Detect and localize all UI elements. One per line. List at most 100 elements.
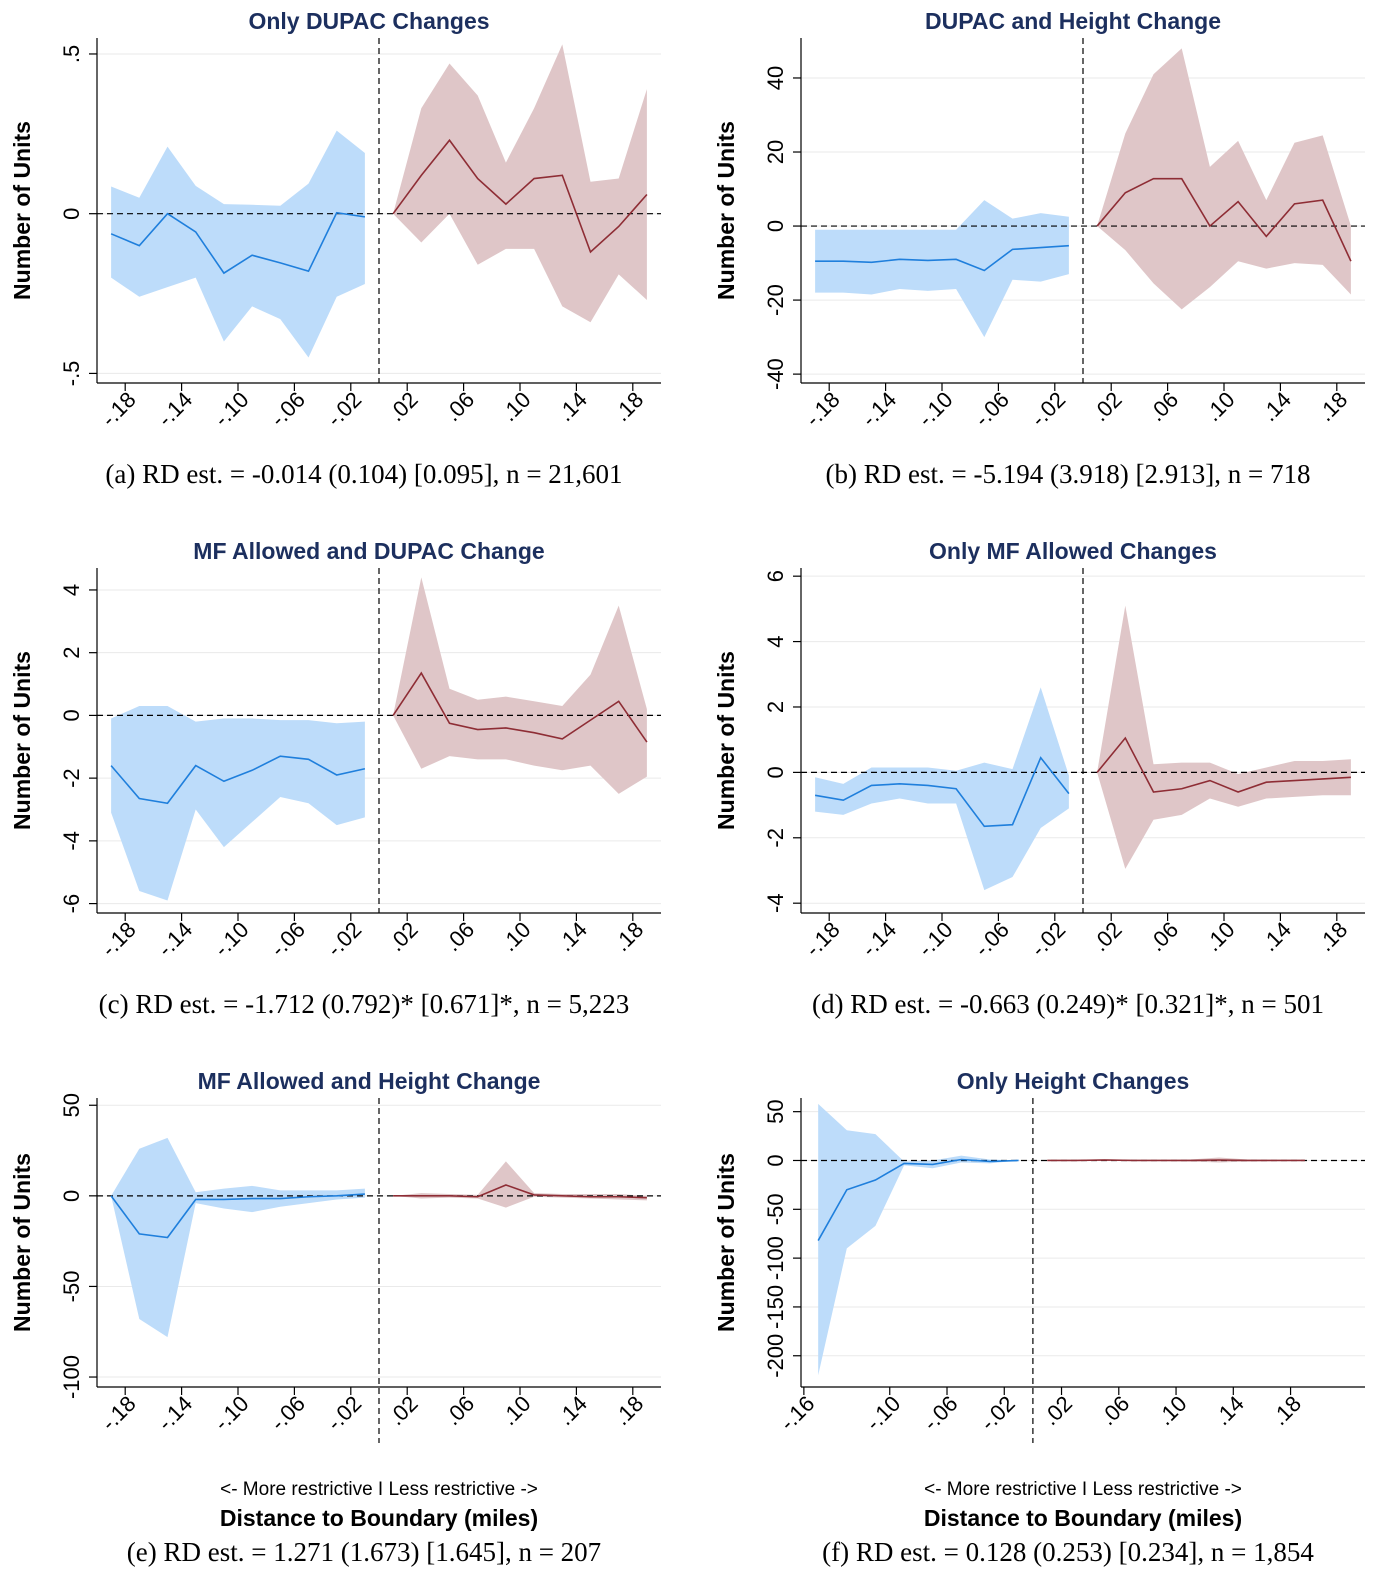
chart-title: MF Allowed and Height Change [198, 1068, 541, 1094]
ci-band [393, 1161, 647, 1208]
caption: (e) RD est. = 1.271 (1.673) [1.645], n =… [127, 1537, 601, 1567]
y-axis-label: Number of Units [9, 1153, 35, 1332]
x-tick-label: .10 [1200, 917, 1239, 956]
estimate-line [815, 244, 1069, 272]
ci-band [111, 130, 365, 358]
x-tick-label: .02 [383, 917, 422, 956]
x-axis-label: Distance to Boundary (miles) [220, 1505, 538, 1531]
caption: (f) RD est. = 0.128 (0.253) [0.234], n =… [822, 1537, 1314, 1567]
caption: (d) RD est. = -0.663 (0.249)* [0.321]*, … [812, 989, 1324, 1019]
x-tick-label: .10 [1152, 1391, 1191, 1430]
x-tick-label: -.06 [969, 387, 1013, 431]
y-tick-label: 0 [763, 1154, 788, 1166]
x-tick-label: .02 [1087, 917, 1126, 956]
y-tick-label: -4 [59, 831, 84, 851]
y-axis-label: Number of Units [9, 651, 35, 830]
x-tick-label: -.18 [96, 387, 140, 431]
x-tick-label: -.06 [265, 387, 309, 431]
x-tick-label: -.14 [153, 1391, 197, 1435]
chart-title: Only DUPAC Changes [248, 8, 489, 34]
y-tick-label: 6 [763, 570, 788, 582]
estimate-line [1096, 177, 1352, 262]
ci-band [818, 1103, 1019, 1376]
x-axis-label: Distance to Boundary (miles) [924, 1505, 1242, 1531]
chart-title: Only Height Changes [957, 1068, 1190, 1094]
ci-band [815, 200, 1069, 338]
y-tick-label: 2 [59, 647, 84, 659]
x-tick-label: -.02 [322, 917, 366, 961]
ci-band [393, 577, 647, 794]
estimate-line [110, 1193, 365, 1239]
x-tick-label: .18 [1313, 387, 1352, 426]
y-tick-label: 20 [763, 140, 788, 164]
y-tick-label: 0 [763, 220, 788, 232]
ci-band [815, 687, 1069, 891]
y-tick-label: -20 [763, 284, 788, 316]
x-tick-label: .02 [383, 1391, 422, 1430]
x-tick-label: .14 [553, 1391, 592, 1430]
panel: -40 -20 0 20 40 -.18 -.14 -.10 -.06 -.02 .02 .06 .10… [713, 8, 1365, 489]
y-tick-label: 50 [763, 1099, 788, 1123]
ci-band [1097, 605, 1351, 869]
y-tick-label: -4 [763, 893, 788, 913]
y-tick-label: 0 [763, 766, 788, 778]
x-tick-label: -.14 [153, 917, 197, 961]
x-tick-label: -.10 [913, 917, 957, 961]
x-tick-label: .06 [440, 387, 479, 426]
x-tick-label: .18 [609, 387, 648, 426]
y-tick-label: -40 [763, 358, 788, 390]
x-tick-label: .18 [609, 917, 648, 956]
x-tick-label: -.18 [96, 1391, 140, 1435]
panel: -.5 0 .5 -.18 -.14 -.10 -.06 -.02 .02 .06 .10 .14 .1… [9, 8, 661, 489]
y-axis-label: Number of Units [713, 651, 739, 830]
x-tick-label: .02 [383, 387, 422, 426]
x-tick-label: -.18 [96, 917, 140, 961]
ci-band [111, 1137, 365, 1338]
x-tick-label: -.10 [209, 1391, 253, 1435]
y-tick-label: 2 [763, 701, 788, 713]
caption: (a) RD est. = -0.014 (0.104) [0.095], n … [105, 459, 622, 489]
x-tick-label: -.02 [322, 1391, 366, 1435]
x-tick-label: -.10 [209, 917, 253, 961]
x-tick-label: .14 [553, 387, 592, 426]
x-tick-label: .06 [1144, 917, 1183, 956]
x-tick-label: -.02 [322, 387, 366, 431]
x-tick-label: -.02 [1026, 917, 1070, 961]
chart-title: Only MF Allowed Changes [929, 538, 1217, 564]
ci-band [393, 44, 647, 323]
x-tick-label: .10 [496, 1391, 535, 1430]
x-tick-label: .10 [1200, 387, 1239, 426]
y-tick-label: 4 [763, 635, 788, 647]
x-tick-label: -.18 [800, 917, 844, 961]
y-tick-label: 4 [59, 584, 84, 596]
x-tick-label: -.18 [800, 387, 844, 431]
y-tick-label: 0 [59, 709, 84, 721]
y-tick-label: -6 [59, 894, 84, 914]
x-tick-label: .14 [553, 917, 592, 956]
y-axis-label: Number of Units [9, 121, 35, 300]
y-tick-label: -50 [763, 1193, 788, 1225]
x-tick-label: .14 [1210, 1391, 1249, 1430]
y-tick-label: -100 [763, 1236, 788, 1280]
panel: -4 -2 0 2 4 6 -.18 -.14 -.10 -.06 -.02 .02 .06 .10 .14… [713, 538, 1365, 1019]
y-tick-label: 0 [59, 1190, 84, 1202]
caption: (b) RD est. = -5.194 (3.918) [2.913], n … [826, 459, 1311, 489]
estimate-line [392, 671, 648, 743]
panel: -200 -150 -100 -50 0 50 -.16 -.10 -.06 -.02 .02 .06… [713, 1068, 1365, 1567]
x-tick-label: -.06 [969, 917, 1013, 961]
estimate-line [110, 755, 366, 805]
estimate-line [817, 1158, 1019, 1241]
estimate-line [1096, 736, 1351, 793]
x-tick-label: .06 [440, 917, 479, 956]
y-tick-label: 40 [763, 66, 788, 90]
panel: -6 -4 -2 0 2 4 -.18 -.14 -.10 -.06 -.02 .02 .06 .10 .1… [9, 538, 661, 1019]
x-tick-label: -.10 [861, 1391, 905, 1435]
y-tick-label: .5 [59, 45, 84, 63]
x-tick-label: -.10 [209, 387, 253, 431]
x-tick-label: -.10 [913, 387, 957, 431]
x-tick-label: -.14 [153, 387, 197, 431]
x-axis-note: <- More restrictive I Less restrictive -… [220, 1479, 538, 1500]
x-tick-label: .14 [1257, 917, 1296, 956]
y-tick-label: -100 [59, 1355, 84, 1399]
